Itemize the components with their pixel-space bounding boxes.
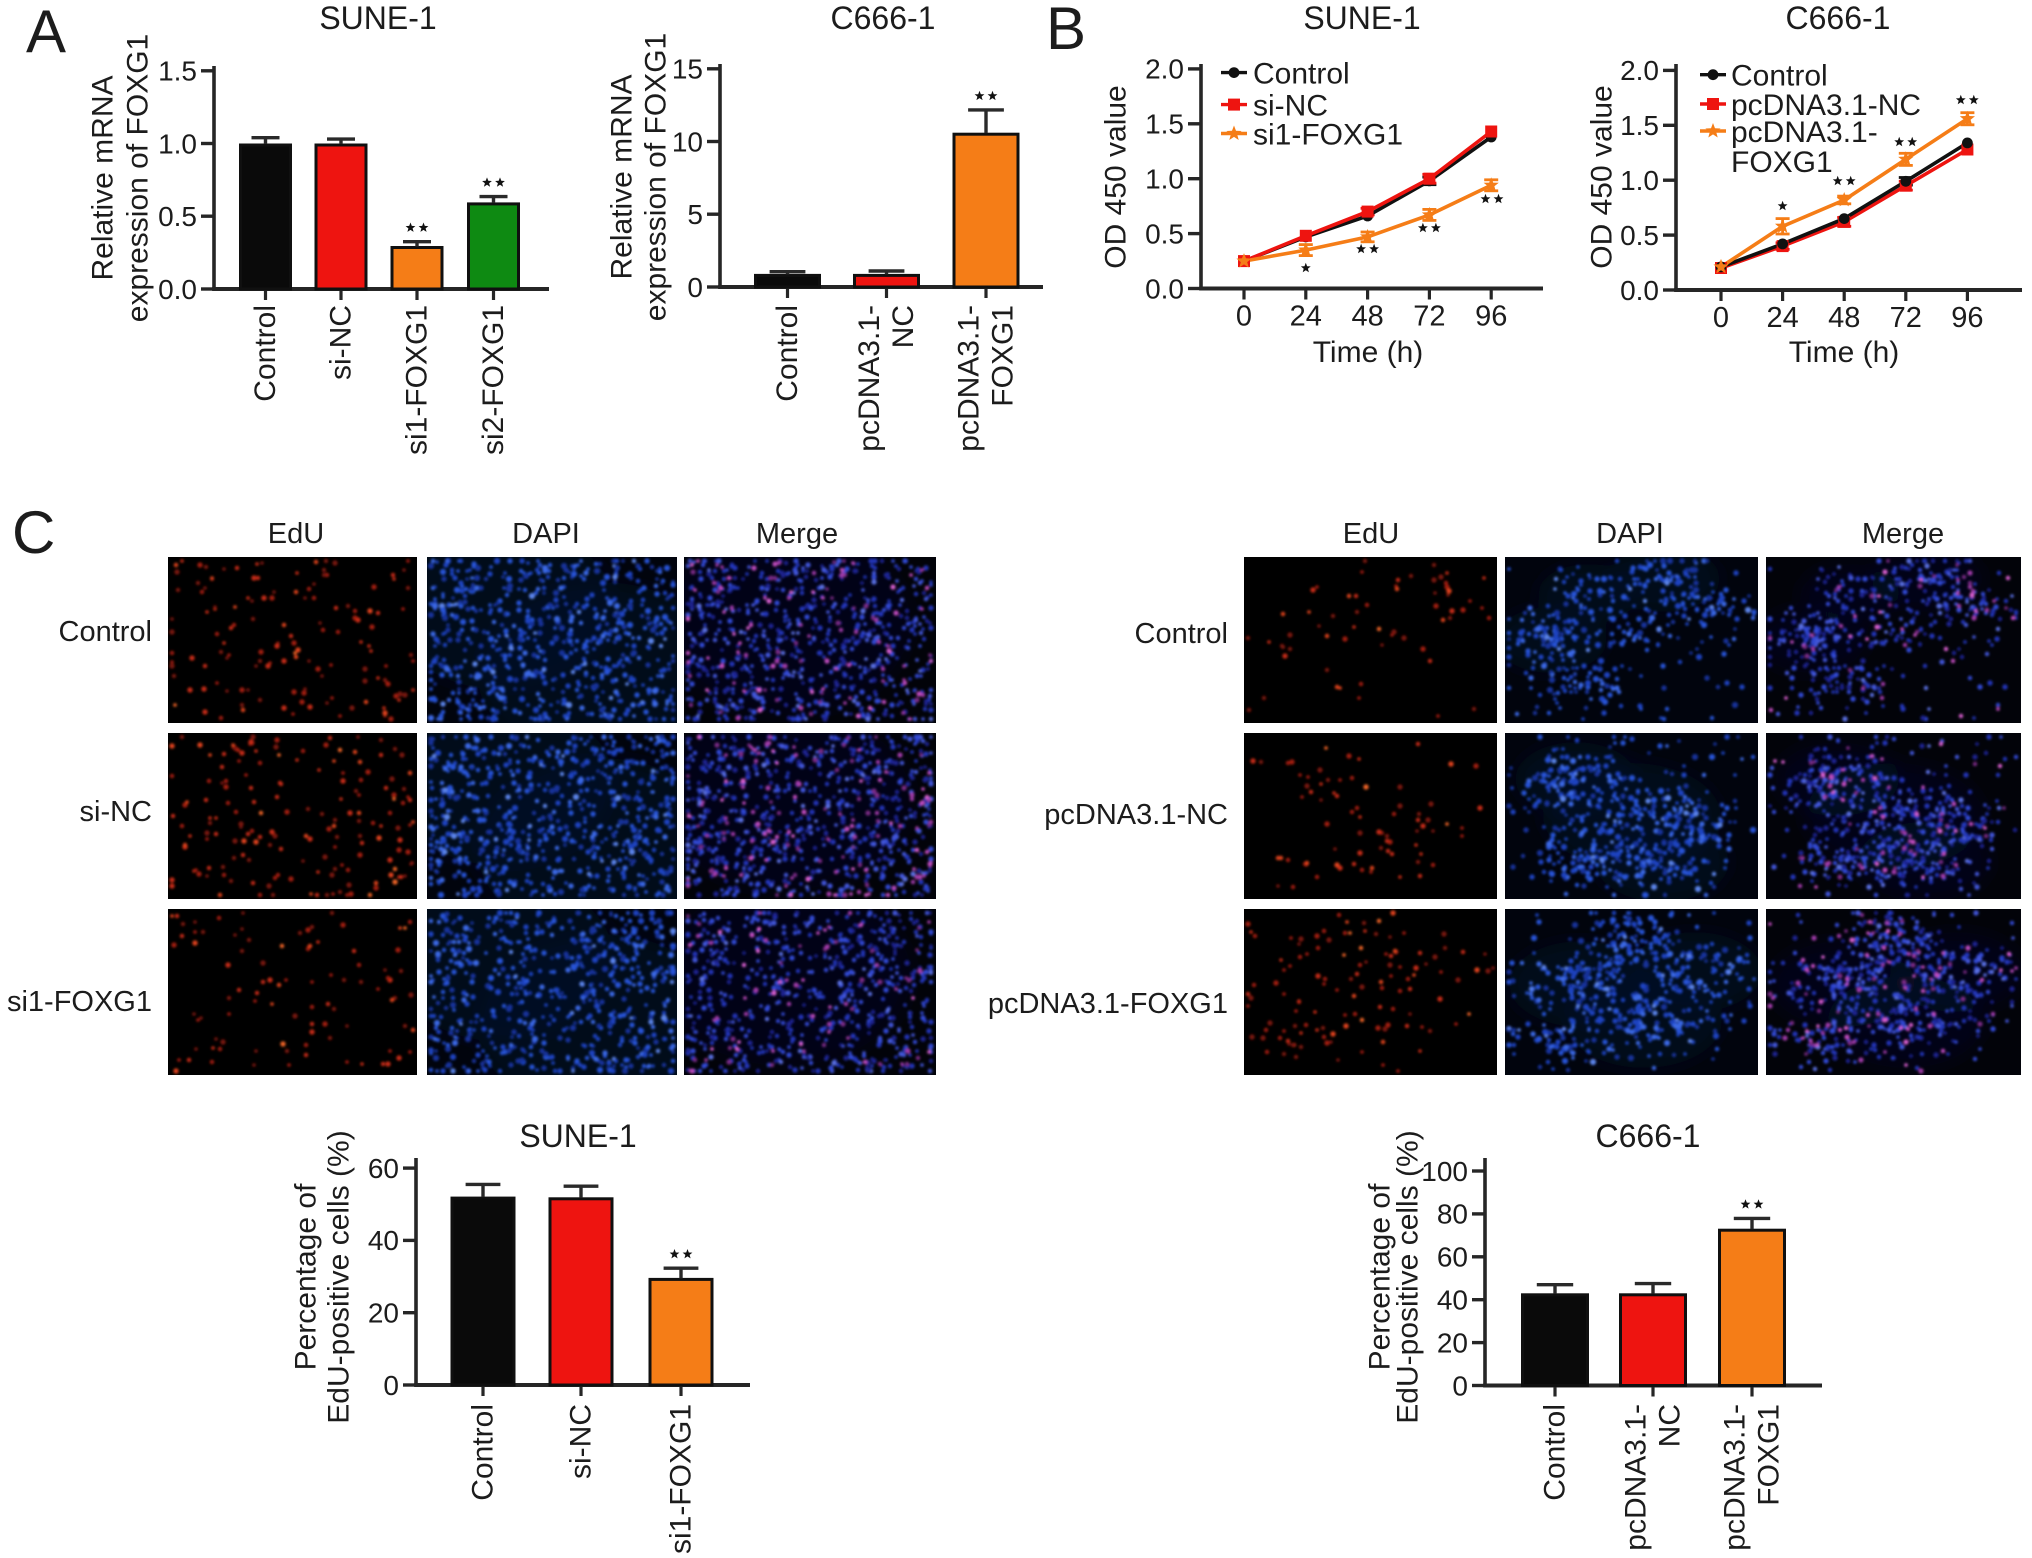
svg-text:60: 60: [1437, 1242, 1468, 1273]
svg-text:pcDNA3.1-: pcDNA3.1-: [1731, 116, 1878, 149]
svg-text:1.5: 1.5: [1620, 110, 1659, 141]
svg-text:Relative mRNA: Relative mRNA: [606, 74, 639, 279]
svg-text:EdU: EdU: [1343, 518, 1399, 550]
svg-text:EdU-positive cells (%): EdU-positive cells (%): [1392, 1130, 1425, 1423]
svg-text:Control: Control: [1135, 618, 1229, 650]
svg-text:FOXG1: FOXG1: [1731, 146, 1833, 179]
svg-text:48: 48: [1828, 302, 1860, 334]
svg-text:1.0: 1.0: [1620, 165, 1659, 196]
svg-text:EdU-positive cells (%): EdU-positive cells (%): [323, 1130, 356, 1423]
svg-text:24: 24: [1290, 301, 1322, 333]
svg-text:si2-FOXG1: si2-FOXG1: [477, 305, 510, 455]
svg-text:15: 15: [672, 54, 703, 85]
svg-text:si1-FOXG1: si1-FOXG1: [401, 305, 434, 455]
svg-text:SUNE-1: SUNE-1: [519, 1118, 636, 1154]
svg-text:pcDNA3.1-: pcDNA3.1-: [953, 305, 986, 452]
svg-text:0.5: 0.5: [1145, 218, 1184, 249]
svg-text:Control: Control: [249, 305, 282, 402]
svg-text:B: B: [1046, 0, 1086, 62]
svg-text:Control: Control: [771, 305, 804, 402]
svg-text:0.0: 0.0: [1620, 275, 1659, 306]
svg-text:Merge: Merge: [1862, 518, 1944, 550]
svg-text:C666-1: C666-1: [831, 0, 936, 36]
svg-text:Time (h): Time (h): [1313, 336, 1424, 369]
svg-text:5: 5: [687, 199, 703, 230]
svg-text:si-NC: si-NC: [325, 305, 358, 380]
svg-text:pcDNA3.1-NC: pcDNA3.1-NC: [1044, 799, 1228, 831]
svg-text:expression of FOXG1: expression of FOXG1: [122, 34, 155, 322]
svg-text:Percentage of: Percentage of: [290, 1183, 323, 1370]
svg-text:48: 48: [1351, 301, 1383, 333]
svg-text:Control: Control: [1539, 1404, 1572, 1501]
svg-text:si1-FOXG1: si1-FOXG1: [665, 1404, 698, 1554]
svg-text:1.0: 1.0: [1145, 164, 1184, 195]
svg-text:NC: NC: [1654, 1404, 1687, 1447]
svg-text:si-NC: si-NC: [1253, 89, 1328, 122]
svg-text:si1-FOXG1: si1-FOXG1: [7, 986, 152, 1018]
svg-text:20: 20: [1437, 1327, 1468, 1358]
svg-text:0.5: 0.5: [1620, 220, 1659, 251]
svg-text:40: 40: [368, 1225, 399, 1256]
svg-text:60: 60: [368, 1153, 399, 1184]
svg-text:Control: Control: [1731, 60, 1828, 93]
svg-text:pcDNA3.1-: pcDNA3.1-: [853, 305, 886, 452]
svg-text:C: C: [12, 499, 55, 566]
svg-text:DAPI: DAPI: [512, 518, 580, 550]
svg-text:pcDNA3.1-: pcDNA3.1-: [1719, 1404, 1752, 1551]
svg-text:Percentage of: Percentage of: [1364, 1183, 1397, 1370]
svg-text:C666-1: C666-1: [1786, 0, 1891, 36]
svg-text:80: 80: [1437, 1199, 1468, 1230]
svg-text:Control: Control: [59, 616, 153, 648]
svg-text:Relative mRNA: Relative mRNA: [87, 75, 120, 280]
svg-text:96: 96: [1951, 302, 1983, 334]
svg-text:Control: Control: [467, 1404, 500, 1501]
svg-text:1.5: 1.5: [158, 56, 197, 87]
svg-text:10: 10: [672, 126, 703, 157]
svg-text:EdU: EdU: [268, 518, 324, 550]
svg-text:A: A: [26, 0, 66, 65]
svg-text:0.0: 0.0: [158, 274, 197, 305]
svg-text:72: 72: [1890, 302, 1922, 334]
svg-text:pcDNA3.1-: pcDNA3.1-: [1620, 1404, 1653, 1551]
svg-text:OD 450 value: OD 450 value: [1100, 85, 1133, 268]
svg-text:DAPI: DAPI: [1596, 518, 1664, 550]
svg-text:0: 0: [1236, 301, 1252, 333]
svg-text:SUNE-1: SUNE-1: [1303, 0, 1420, 36]
svg-text:2.0: 2.0: [1145, 54, 1184, 85]
svg-text:pcDNA3.1-FOXG1: pcDNA3.1-FOXG1: [988, 988, 1228, 1020]
svg-text:24: 24: [1766, 302, 1798, 334]
svg-text:0: 0: [1452, 1370, 1468, 1401]
svg-text:0.0: 0.0: [1145, 273, 1184, 304]
svg-text:si1-FOXG1: si1-FOXG1: [1253, 118, 1403, 151]
svg-text:1.5: 1.5: [1145, 109, 1184, 140]
svg-text:40: 40: [1437, 1285, 1468, 1316]
svg-text:Control: Control: [1253, 57, 1350, 90]
svg-text:2.0: 2.0: [1620, 55, 1659, 86]
svg-text:100: 100: [1421, 1156, 1468, 1187]
svg-text:si-NC: si-NC: [80, 796, 153, 828]
svg-text:FOXG1: FOXG1: [1753, 1404, 1786, 1506]
svg-text:72: 72: [1413, 301, 1445, 333]
svg-text:1.0: 1.0: [158, 128, 197, 159]
svg-text:0: 0: [687, 272, 703, 303]
svg-text:Time (h): Time (h): [1789, 336, 1900, 369]
svg-text:C666-1: C666-1: [1596, 1118, 1701, 1154]
svg-text:expression of FOXG1: expression of FOXG1: [640, 33, 673, 321]
svg-text:si-NC: si-NC: [565, 1404, 598, 1479]
svg-text:SUNE-1: SUNE-1: [319, 0, 436, 36]
svg-text:pcDNA3.1-NC: pcDNA3.1-NC: [1731, 89, 1921, 122]
svg-text:FOXG1: FOXG1: [987, 305, 1020, 407]
svg-text:20: 20: [368, 1298, 399, 1329]
svg-text:OD 450 value: OD 450 value: [1586, 85, 1619, 268]
svg-text:0: 0: [1713, 302, 1729, 334]
svg-text:NC: NC: [887, 305, 920, 348]
svg-text:0: 0: [383, 1370, 399, 1401]
svg-text:0.5: 0.5: [158, 201, 197, 232]
svg-text:96: 96: [1475, 301, 1507, 333]
svg-text:Merge: Merge: [756, 518, 838, 550]
